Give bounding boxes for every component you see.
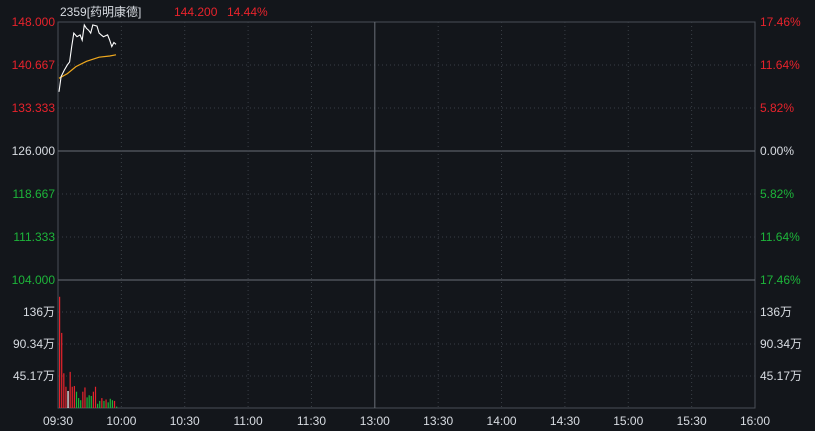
time-tick-label: 13:30: [423, 414, 453, 428]
volume-bar: [109, 398, 111, 408]
price-tick-label: 126.000: [12, 144, 56, 158]
volume-bar: [99, 400, 101, 408]
volume-bar: [78, 398, 80, 408]
volume-bar: [67, 390, 69, 408]
stock-title: 2359[药明康德]: [60, 4, 141, 19]
volume-tick-label-right: 90.34万: [760, 337, 802, 351]
volume-bar: [86, 397, 88, 408]
price-tick-label: 140.667: [12, 58, 56, 72]
price-line: [58, 23, 117, 92]
time-tick-label: 15:30: [677, 414, 707, 428]
pct-tick-label: 5.82%: [760, 187, 794, 201]
time-tick-label: 11:30: [297, 414, 326, 428]
grid: [57, 21, 756, 409]
pct-tick-label: 5.82%: [760, 101, 794, 115]
plot-frame: [57, 21, 756, 409]
volume-bar: [116, 406, 118, 408]
volume-tick-label: 45.17万: [13, 369, 55, 383]
volume-bar: [92, 391, 94, 408]
price-tick-label: 118.667: [13, 187, 56, 201]
volume-tick-label: 136万: [23, 305, 55, 319]
pct-tick-label: 17.46%: [760, 15, 801, 29]
time-tick-label: 09:30: [43, 414, 73, 428]
volume-bar: [101, 398, 103, 408]
volume-tick-label: 90.34万: [13, 337, 55, 351]
volume-bar: [65, 386, 67, 408]
time-tick-label: 14:30: [550, 414, 580, 428]
volume-bar: [90, 395, 92, 408]
time-tick-label: 16:00: [740, 414, 770, 428]
volume-bar: [94, 386, 97, 408]
time-tick-label: 10:30: [170, 414, 200, 428]
volume-tick-label-right: 136万: [760, 305, 792, 319]
average-price-line: [58, 54, 117, 79]
pct-tick-label: 17.46%: [760, 273, 801, 287]
volume-bar: [59, 296, 61, 408]
volume-bar: [71, 386, 73, 408]
volume-bar: [113, 400, 116, 408]
pct-tick-label: 0.00%: [760, 144, 794, 158]
volume-bar: [103, 400, 105, 408]
change-percent: 14.44%: [227, 5, 268, 19]
price-tick-label: 133.333: [12, 101, 56, 115]
price-tick-label: 148.000: [12, 15, 56, 29]
time-tick-label: 14:00: [487, 414, 517, 428]
volume-bar: [107, 402, 109, 408]
volume-bar: [82, 391, 84, 408]
volume-bars: [59, 296, 118, 408]
time-tick-label: 15:00: [613, 414, 643, 428]
volume-bar: [73, 386, 75, 408]
pct-tick-label: 11.64%: [760, 58, 800, 72]
price-tick-label: 104.000: [12, 273, 56, 287]
time-tick-label: 13:00: [360, 414, 390, 428]
volume-tick-label-right: 45.17万: [760, 369, 802, 383]
time-tick-label: 10:00: [106, 414, 136, 428]
volume-bar: [75, 391, 78, 408]
time-tick-label: 11:00: [234, 414, 263, 428]
volume-bar: [80, 400, 82, 408]
volume-bar: [69, 371, 71, 408]
volume-bar: [84, 387, 86, 408]
volume-bar: [88, 395, 90, 408]
volume-bar: [111, 400, 114, 408]
volume-bar: [63, 373, 65, 408]
price-tick-label: 111.333: [13, 230, 55, 244]
volume-bar: [97, 403, 99, 408]
current-price: 144.200: [174, 5, 218, 19]
volume-bar: [61, 332, 63, 408]
pct-tick-label: 11.64%: [760, 230, 800, 244]
volume-bar: [105, 399, 107, 408]
